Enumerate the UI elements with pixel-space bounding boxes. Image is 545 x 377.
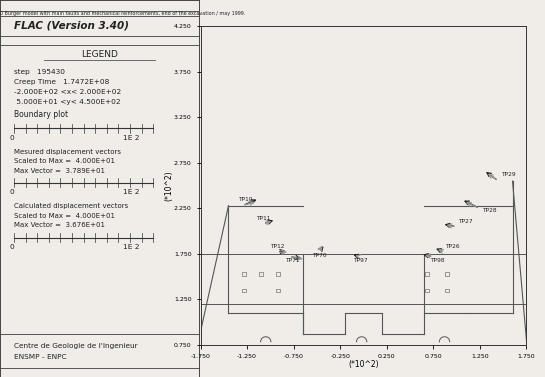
Text: TP97: TP97 <box>353 258 368 263</box>
X-axis label: (*10^2): (*10^2) <box>348 360 379 369</box>
Text: Centre de Geologie de l'Ingenieur: Centre de Geologie de l'Ingenieur <box>14 343 137 349</box>
Text: TP10: TP10 <box>238 197 252 202</box>
Text: JOB TITLE :  2f-BU40 Burger model with main faults and mechanical reinforcements: JOB TITLE : 2f-BU40 Burger model with ma… <box>0 11 245 17</box>
Bar <box>445 289 449 292</box>
Text: Boundary plot: Boundary plot <box>14 110 68 120</box>
Text: -2.000E+02 <x< 2.000E+02: -2.000E+02 <x< 2.000E+02 <box>14 89 121 95</box>
Text: TP71: TP71 <box>285 258 300 263</box>
Text: 0: 0 <box>10 135 15 141</box>
Text: ENSMP - ENPC: ENSMP - ENPC <box>14 354 66 360</box>
Text: LEGEND: LEGEND <box>81 50 118 59</box>
Text: TP26: TP26 <box>445 244 460 250</box>
Text: TP70: TP70 <box>312 253 327 259</box>
Text: 1E 2: 1E 2 <box>123 135 140 141</box>
Text: 1E 2: 1E 2 <box>123 244 140 250</box>
Text: step   195430: step 195430 <box>14 69 65 75</box>
Text: Max Vector =  3.789E+01: Max Vector = 3.789E+01 <box>14 168 105 174</box>
Bar <box>425 272 428 276</box>
Text: TP12: TP12 <box>270 244 285 250</box>
Text: TP27: TP27 <box>458 219 473 224</box>
Text: TP98: TP98 <box>429 258 444 263</box>
Text: 0: 0 <box>10 189 15 195</box>
Bar <box>243 289 246 292</box>
Text: 1E 2: 1E 2 <box>123 189 140 195</box>
Text: Max Vector =  3.676E+01: Max Vector = 3.676E+01 <box>14 222 105 228</box>
Bar <box>259 272 263 276</box>
Text: TP11: TP11 <box>257 216 271 221</box>
Bar <box>445 272 449 276</box>
Text: Scaled to Max =  4.000E+01: Scaled to Max = 4.000E+01 <box>14 213 115 219</box>
Text: Calculated displacement vectors: Calculated displacement vectors <box>14 203 128 209</box>
Text: Creep Time   1.7472E+08: Creep Time 1.7472E+08 <box>14 79 110 85</box>
Text: Scaled to Max =  4.000E+01: Scaled to Max = 4.000E+01 <box>14 158 115 164</box>
Text: Mesured displacement vectors: Mesured displacement vectors <box>14 149 121 155</box>
Bar <box>243 272 246 276</box>
Bar <box>276 289 280 292</box>
Bar <box>425 289 428 292</box>
Bar <box>276 272 280 276</box>
Text: TP29: TP29 <box>501 173 516 178</box>
Text: 0: 0 <box>10 244 15 250</box>
Y-axis label: (*10^2): (*10^2) <box>165 170 174 201</box>
Text: TP28: TP28 <box>482 208 496 213</box>
Text: 5.000E+01 <y< 4.500E+02: 5.000E+01 <y< 4.500E+02 <box>14 99 120 105</box>
Text: FLAC (Version 3.40): FLAC (Version 3.40) <box>14 20 129 30</box>
